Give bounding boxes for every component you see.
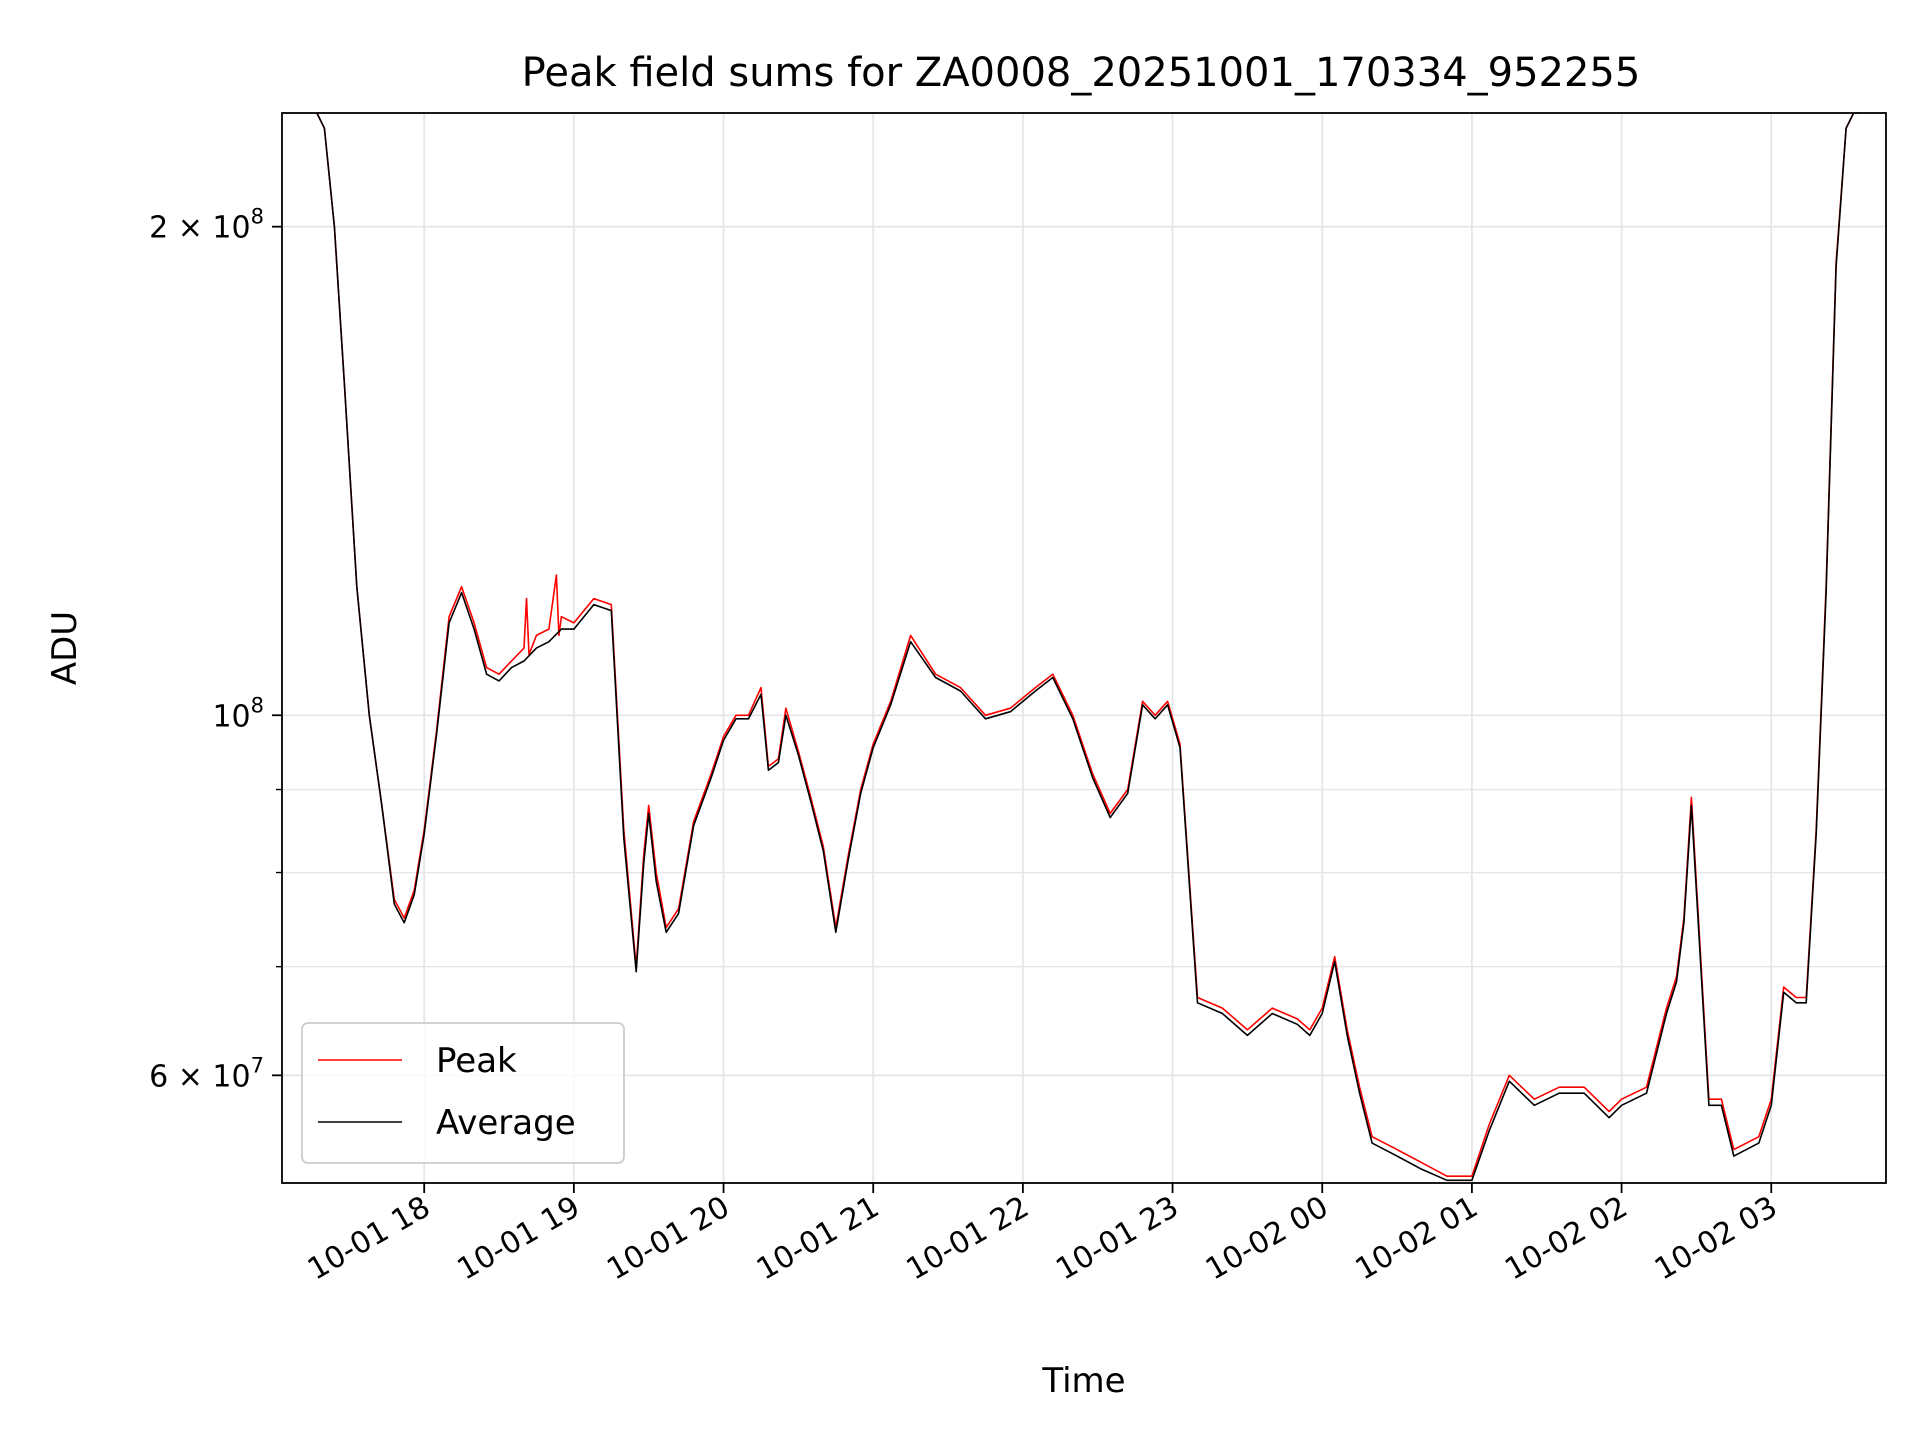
legend-box	[301, 1022, 625, 1164]
legend-label-peak: Peak	[436, 1041, 517, 1081]
grid	[282, 113, 1886, 1183]
plot-frame	[281, 112, 1887, 1184]
x-axis-label: Time	[1041, 1361, 1125, 1401]
y-tick-label: 108	[212, 693, 264, 734]
chart-title: Peak field sums for ZA0008_20251001_1703…	[522, 50, 1641, 96]
series-line-peak	[316, 113, 1859, 1177]
y-tick-label: 2 × 108	[149, 205, 264, 246]
y-axis: 6 × 107 108 2 × 108	[149, 205, 282, 1094]
y-axis-label: ADU	[45, 611, 85, 685]
legend: Peak Average	[301, 1022, 625, 1164]
legend-label-average: Average	[436, 1103, 576, 1143]
plot-lines	[316, 113, 1859, 1182]
series-line-average	[316, 113, 1859, 1182]
y-tick-label: 6 × 107	[149, 1053, 264, 1094]
